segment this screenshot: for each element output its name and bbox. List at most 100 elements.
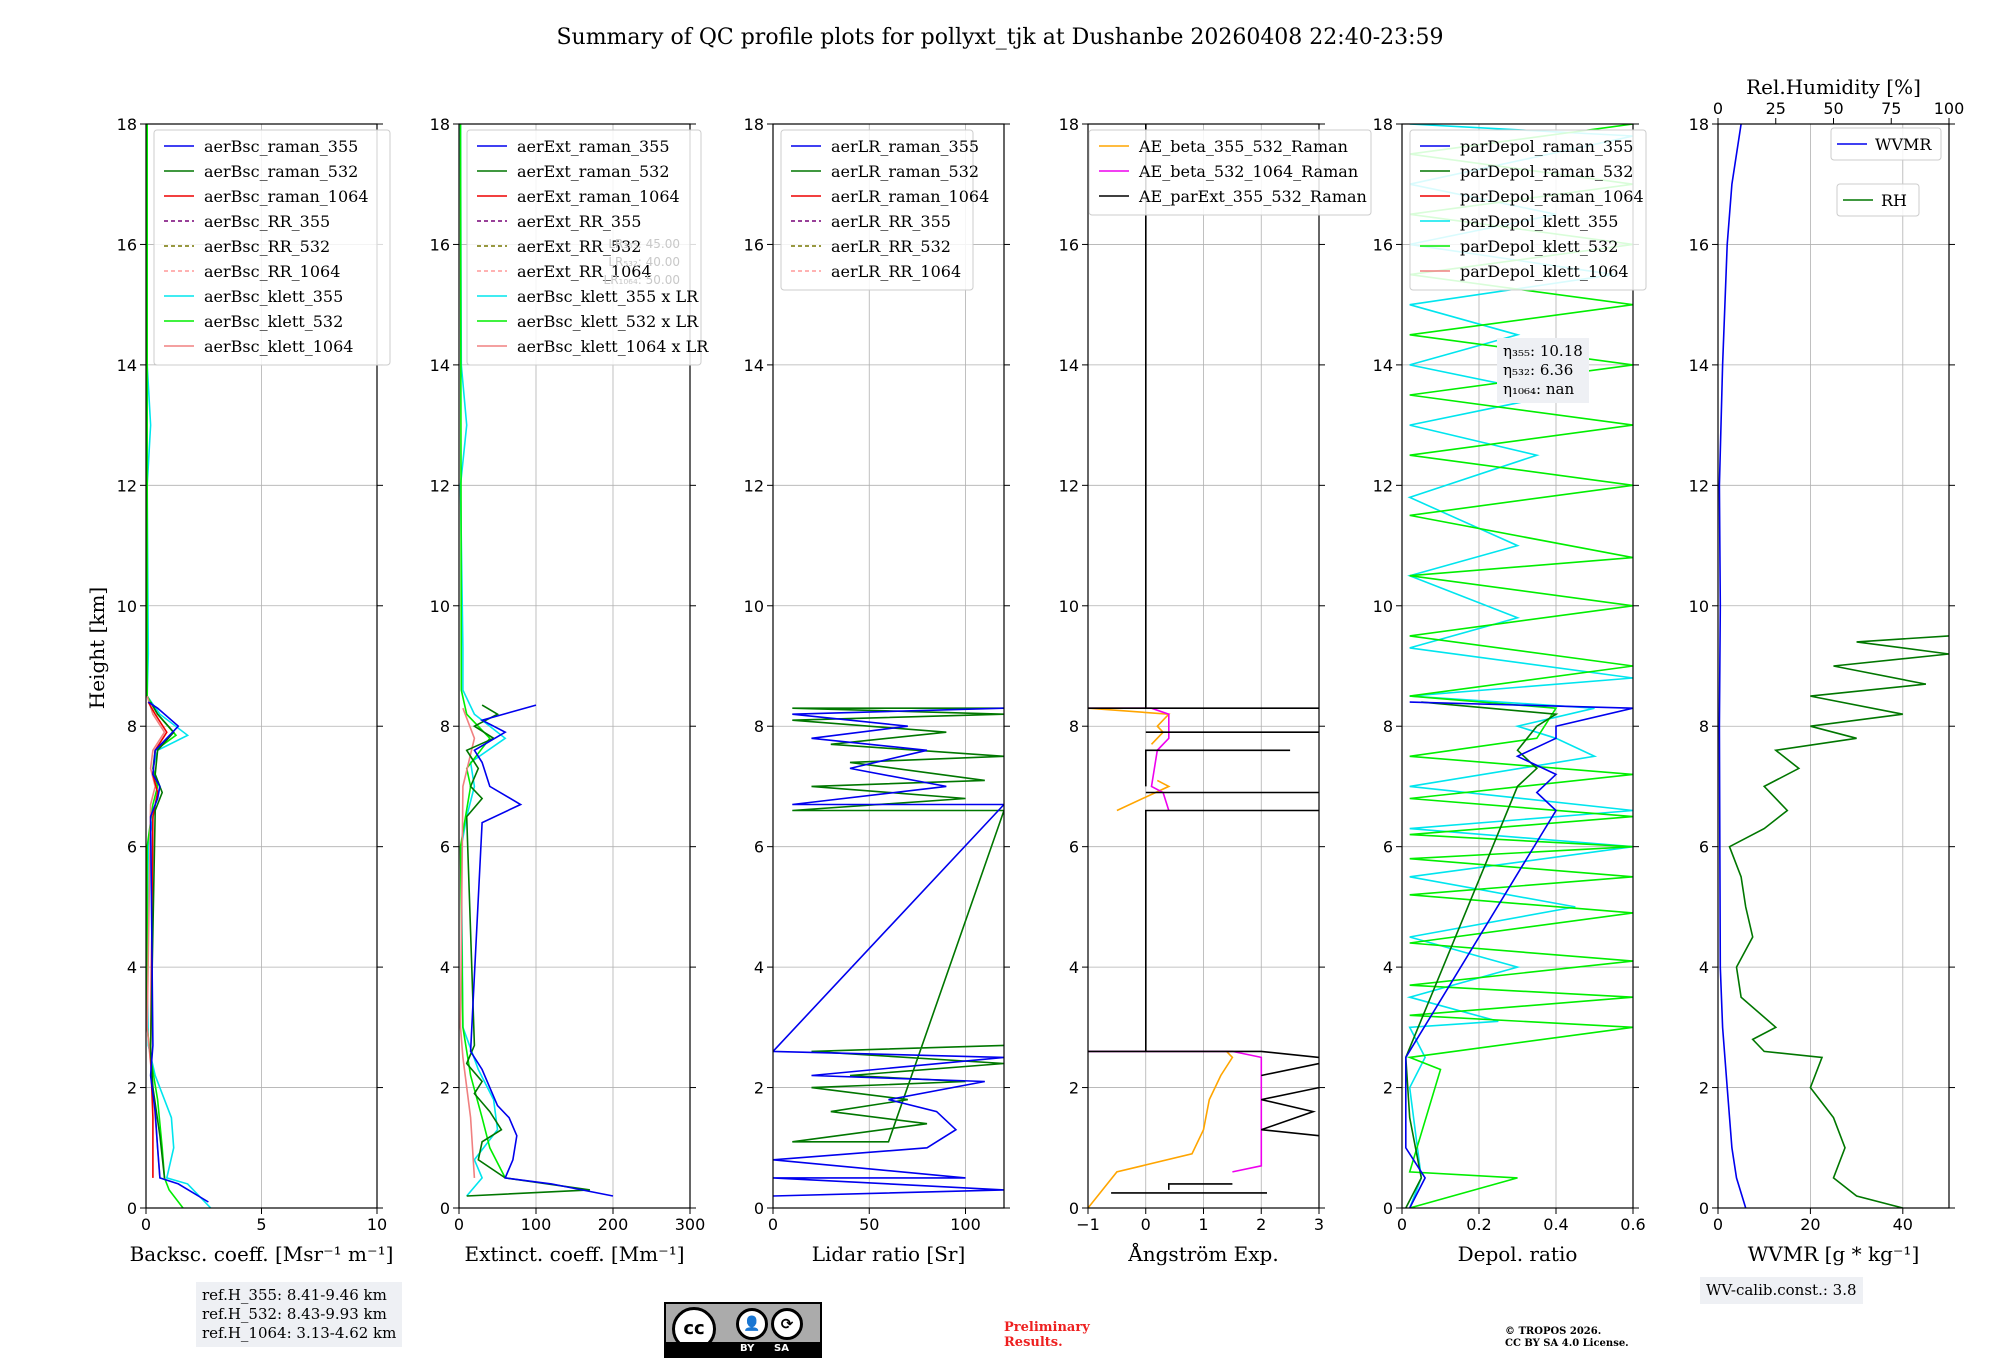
x-axis-label: Lidar ratio [Sr] bbox=[812, 1242, 966, 1266]
series-line-WVMR bbox=[1718, 124, 1747, 1208]
y-tick-label: 10 bbox=[1373, 597, 1393, 616]
y-tick-label: 8 bbox=[1069, 717, 1079, 736]
y-tick-label: 0 bbox=[754, 1199, 764, 1218]
y-tick-label: 18 bbox=[744, 115, 764, 134]
y-tick-label: 18 bbox=[1373, 115, 1393, 134]
legend-box bbox=[1088, 129, 1372, 216]
legend: aerExt_raman_355 aerExt_raman_532 aerExt_r… bbox=[466, 129, 709, 366]
x-tick-label: 0.2 bbox=[1466, 1215, 1491, 1234]
eta-1064: η₁₀₆₄: nan bbox=[1503, 380, 1575, 398]
legend-label: aerBsc_RR_355 bbox=[204, 212, 330, 231]
legend-label: aerBsc_klett_355 x LR bbox=[517, 287, 699, 306]
ref-height-532: ref.H_532: 8.43-9.93 km bbox=[202, 1305, 387, 1323]
y-tick-label: 8 bbox=[1383, 717, 1393, 736]
panel-2: 0 2 4 6 8 10 12 14 16 18 0 100 200 300 Extinct. coeff.… bbox=[430, 115, 710, 1266]
series-line-RH bbox=[1728, 635, 1949, 1208]
series-group bbox=[773, 707, 1004, 1197]
x-tick-label: 50 bbox=[859, 1215, 879, 1234]
y-tick-label: 18 bbox=[1689, 115, 1709, 134]
y-tick-label: 4 bbox=[440, 958, 450, 977]
y-tick-label: 16 bbox=[430, 235, 450, 254]
preliminary-line-2: Results. bbox=[1004, 1335, 1063, 1350]
legend-label: aerLR_raman_1064 bbox=[831, 187, 989, 206]
series-line-aerLR_raman_532 bbox=[792, 707, 1004, 1143]
legend-label: aerExt_raman_355 bbox=[517, 137, 670, 156]
copyright-line-2: CC BY SA 4.0 License. bbox=[1505, 1338, 1629, 1349]
axes-frame bbox=[772, 123, 1005, 1209]
series-line-parDepol_klett_355 bbox=[1406, 124, 1633, 1208]
legend: AE_beta_355_532_Raman AE_beta_532_1064_Ra… bbox=[1088, 129, 1372, 216]
x-tick-label: 100 bbox=[521, 1215, 552, 1234]
legend-label: aerBsc_klett_532 x LR bbox=[517, 312, 699, 331]
y-tick-label: 12 bbox=[744, 476, 764, 495]
y-tick-label: 6 bbox=[440, 838, 450, 857]
legend-label: aerBsc_klett_355 bbox=[204, 287, 343, 306]
top-x-axis-label: Rel.Humidity [%] bbox=[1746, 75, 1921, 99]
y-tick-label: 0 bbox=[440, 1199, 450, 1218]
y-tick-label: 4 bbox=[127, 958, 137, 977]
series-line-parDepol_klett_532 bbox=[1406, 124, 1633, 1208]
x-tick-label: 2 bbox=[1256, 1215, 1266, 1234]
lidar-ratio-note: LR₁₀₆₄: 50.00 bbox=[604, 273, 680, 287]
y-tick-label: 18 bbox=[430, 115, 450, 134]
y-tick-label: 16 bbox=[117, 235, 137, 254]
legend-label: parDepol_raman_355 bbox=[1460, 137, 1633, 156]
cc-sa-label: SA bbox=[774, 1343, 789, 1354]
legend-label: aerBsc_RR_532 bbox=[204, 237, 330, 256]
x-tick-label: 10 bbox=[367, 1215, 387, 1234]
x-axis-label: Depol. ratio bbox=[1458, 1242, 1578, 1266]
y-tick-label: 14 bbox=[1373, 356, 1393, 375]
legend-label: aerLR_RR_355 bbox=[831, 212, 951, 231]
y-tick-label: 2 bbox=[127, 1079, 137, 1098]
series-group bbox=[459, 124, 614, 1197]
legend-label: aerBsc_klett_1064 bbox=[204, 337, 353, 356]
y-tick-label: 2 bbox=[440, 1079, 450, 1098]
legend: aerBsc_raman_355 aerBsc_raman_532 aerBsc_r… bbox=[153, 129, 391, 366]
series-line-aerExt_raman_355 bbox=[469, 704, 614, 1197]
legend-label: parDepol_klett_532 bbox=[1460, 237, 1618, 256]
x-tick-label: 0.4 bbox=[1543, 1215, 1568, 1234]
legend-label: parDepol_klett_1064 bbox=[1460, 262, 1629, 281]
x-tick-label: 3 bbox=[1314, 1215, 1324, 1234]
x-tick-label: 0.6 bbox=[1620, 1215, 1645, 1234]
y-tick-label: 10 bbox=[744, 597, 764, 616]
x-tick-label: 1 bbox=[1198, 1215, 1208, 1234]
legend-label: aerLR_RR_532 bbox=[831, 237, 951, 256]
axes-frame bbox=[458, 123, 691, 1209]
legend-label: aerExt_RR_1064 bbox=[517, 262, 652, 281]
legend-label: AE_beta_532_1064_Raman bbox=[1138, 162, 1358, 181]
y-tick-label: 0 bbox=[127, 1199, 137, 1218]
top-x-tick-label: 100 bbox=[1934, 99, 1965, 118]
cc-by-label: BY bbox=[740, 1343, 755, 1354]
y-tick-label: 12 bbox=[1059, 476, 1079, 495]
legend-label: aerLR_RR_1064 bbox=[831, 262, 961, 281]
cc-badge-strip bbox=[666, 1342, 820, 1356]
y-tick-label: 16 bbox=[1373, 235, 1393, 254]
y-tick-label: 6 bbox=[127, 838, 137, 857]
y-tick-label: 14 bbox=[744, 356, 764, 375]
y-tick-label: 0 bbox=[1069, 1199, 1079, 1218]
panel-5: 0 2 4 6 8 10 12 14 16 18 0 0.2 0.4 0.6 Depol. ratio par… bbox=[1373, 115, 1647, 1266]
y-axis-label: Height [km] bbox=[85, 587, 109, 709]
top-x-tick-label: 25 bbox=[1766, 99, 1786, 118]
y-tick-label: 8 bbox=[440, 717, 450, 736]
eta-355: η₃₅₅: 10.18 bbox=[1503, 342, 1583, 360]
x-tick-label: 5 bbox=[256, 1215, 266, 1234]
x-tick-label: −1 bbox=[1076, 1215, 1100, 1234]
share-alike-icon: ⟳ bbox=[771, 1308, 803, 1340]
legend-label: aerBsc_raman_355 bbox=[204, 137, 358, 156]
legend: parDepol_raman_355 parDepol_raman_532 parD… bbox=[1409, 129, 1647, 291]
y-tick-label: 16 bbox=[1059, 235, 1079, 254]
series-line-AE_beta_532_1064_Raman bbox=[1088, 707, 1263, 1173]
legend: aerLR_raman_355 aerLR_raman_532 aerLR_rama… bbox=[780, 129, 989, 291]
y-tick-label: 8 bbox=[754, 717, 764, 736]
panel-3: 0 2 4 6 8 10 12 14 16 18 0 50 100 Lidar ratio [Sr] aer… bbox=[744, 115, 1010, 1266]
figure-title: Summary of QC profile plots for pollyxt_… bbox=[556, 25, 1443, 50]
y-tick-label: 10 bbox=[1689, 597, 1709, 616]
preliminary-note: Preliminary Results. bbox=[1004, 1320, 1090, 1350]
top-x-tick-label: 75 bbox=[1881, 99, 1901, 118]
ref-height-1064: ref.H_1064: 3.13-4.62 km bbox=[202, 1324, 397, 1342]
